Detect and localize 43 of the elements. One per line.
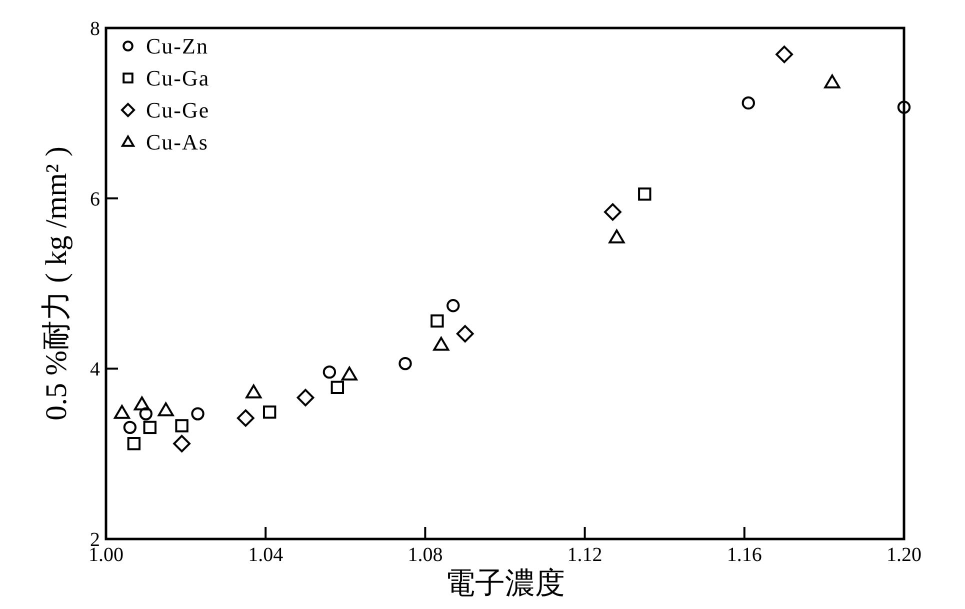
point bbox=[158, 402, 174, 416]
point bbox=[262, 406, 276, 419]
point bbox=[824, 74, 840, 88]
point bbox=[191, 407, 204, 420]
point bbox=[330, 380, 344, 394]
point bbox=[742, 96, 755, 110]
point bbox=[430, 314, 444, 328]
point bbox=[608, 230, 625, 244]
point bbox=[446, 299, 460, 312]
legend-label: Cu-Zn bbox=[146, 34, 208, 59]
point bbox=[246, 384, 262, 398]
legend-label: Cu-Ga bbox=[146, 66, 210, 91]
point bbox=[604, 203, 622, 221]
x-axis-title: 電子濃度 bbox=[445, 567, 565, 600]
point bbox=[897, 100, 911, 114]
point bbox=[139, 407, 152, 420]
point bbox=[143, 420, 156, 434]
y-axis-title: 0.5 %耐力 ( kg /mm² ) bbox=[40, 146, 73, 420]
point bbox=[134, 396, 150, 410]
x-tick-label: 1.12 bbox=[567, 544, 602, 566]
point bbox=[236, 409, 254, 427]
legend-label: Cu-As bbox=[146, 130, 208, 155]
point bbox=[433, 336, 450, 351]
point bbox=[173, 434, 191, 452]
point bbox=[114, 404, 130, 419]
point bbox=[127, 437, 141, 450]
point bbox=[123, 420, 137, 434]
point bbox=[456, 325, 474, 342]
point bbox=[638, 187, 652, 201]
y-tick-label: 6 bbox=[90, 188, 100, 210]
point bbox=[341, 366, 358, 381]
point bbox=[296, 388, 314, 406]
point bbox=[398, 356, 412, 370]
x-tick-label: 1.04 bbox=[248, 544, 284, 566]
point bbox=[776, 46, 793, 64]
x-tick-label: 1.08 bbox=[408, 544, 443, 566]
y-tick-label: 4 bbox=[90, 358, 100, 381]
legend-label: Cu-Ge bbox=[146, 98, 210, 123]
point bbox=[175, 419, 188, 432]
x-tick-label: 1.20 bbox=[886, 544, 922, 566]
y-tick-label: 8 bbox=[90, 18, 100, 40]
point bbox=[322, 365, 336, 379]
x-tick-label: 1.16 bbox=[726, 544, 762, 566]
